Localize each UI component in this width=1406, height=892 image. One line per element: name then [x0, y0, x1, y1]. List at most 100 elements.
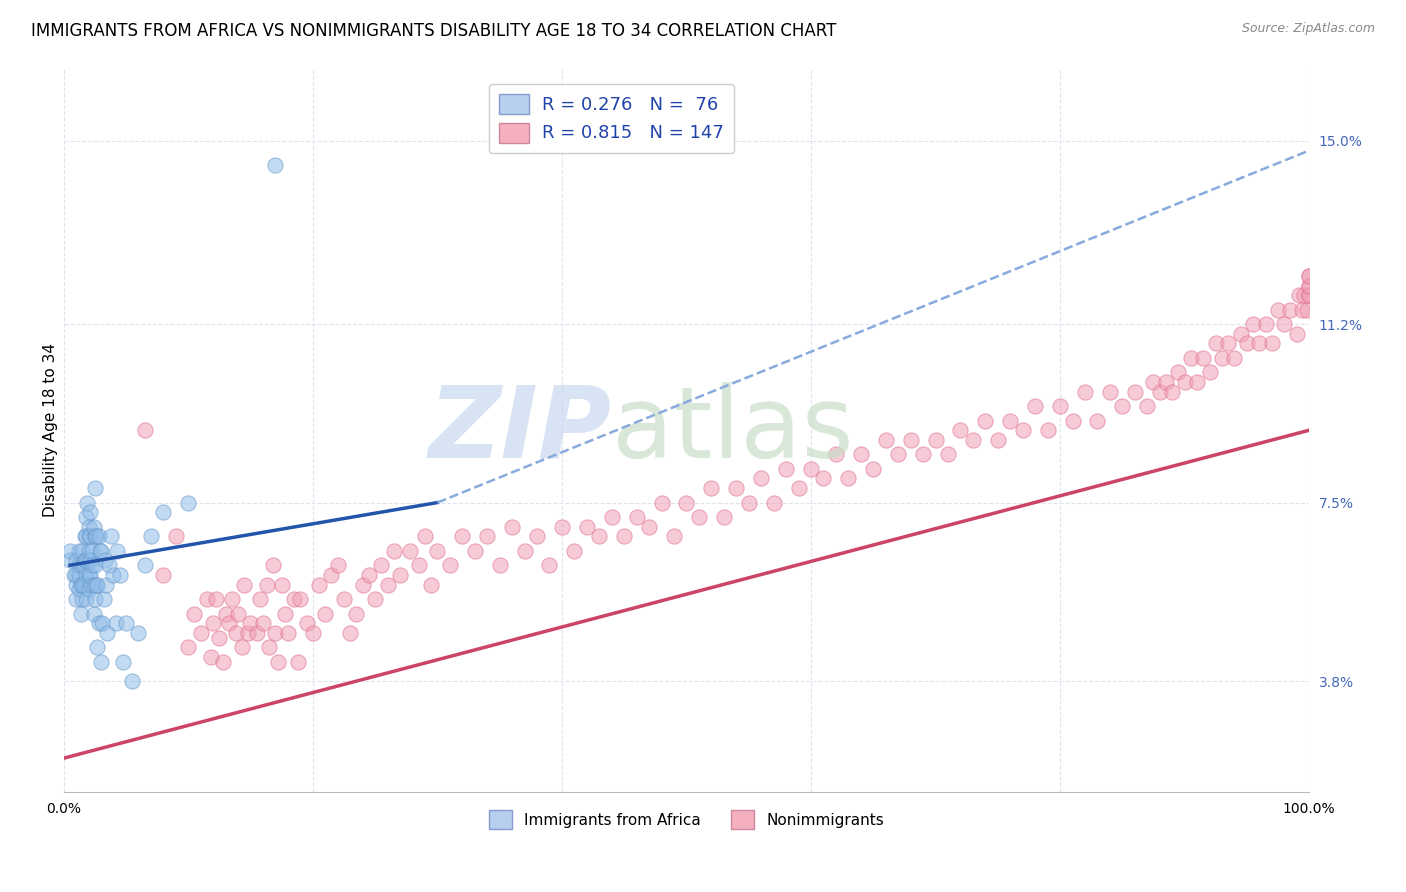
Point: [177, 640, 200, 655]
Point: [246, 625, 269, 640]
Point: [90, 544, 112, 558]
Point: [787, 481, 810, 495]
Point: [83, 607, 105, 621]
Point: [987, 433, 1010, 447]
Point: [94, 553, 117, 567]
Point: [426, 544, 449, 558]
Point: [551, 519, 574, 533]
Point: [1291, 302, 1313, 317]
Point: [1298, 268, 1320, 283]
Point: [1036, 423, 1059, 437]
Point: [1272, 317, 1295, 331]
Point: [75, 529, 97, 543]
Point: [83, 481, 105, 495]
Point: [1142, 375, 1164, 389]
Point: [77, 553, 100, 567]
Point: [104, 616, 127, 631]
Point: [1298, 288, 1320, 302]
Point: [72, 558, 94, 573]
Text: Source: ZipAtlas.com: Source: ZipAtlas.com: [1241, 22, 1375, 36]
Point: [887, 447, 910, 461]
Point: [233, 577, 256, 591]
Point: [800, 462, 823, 476]
Point: [1236, 336, 1258, 351]
Point: [212, 655, 235, 669]
Point: [84, 529, 107, 543]
Point: [79, 529, 101, 543]
Point: [1192, 351, 1215, 365]
Point: [75, 510, 97, 524]
Point: [749, 471, 772, 485]
Point: [924, 433, 946, 447]
Point: [86, 577, 108, 591]
Point: [105, 544, 128, 558]
Point: [626, 510, 648, 524]
Point: [1062, 414, 1084, 428]
Point: [65, 592, 87, 607]
Point: [283, 592, 305, 607]
Point: [91, 616, 114, 631]
Point: [875, 433, 897, 447]
Point: [87, 529, 110, 543]
Point: [464, 544, 486, 558]
Point: [72, 577, 94, 591]
Point: [73, 553, 96, 567]
Point: [1049, 399, 1071, 413]
Point: [862, 462, 884, 476]
Point: [204, 592, 226, 607]
Point: [134, 423, 156, 437]
Point: [825, 447, 848, 461]
Point: [72, 544, 94, 558]
Point: [152, 568, 174, 582]
Point: [1111, 399, 1133, 413]
Point: [613, 529, 636, 543]
Point: [100, 529, 122, 543]
Point: [333, 592, 356, 607]
Point: [1000, 414, 1022, 428]
Point: [1298, 288, 1320, 302]
Point: [72, 558, 94, 573]
Point: [775, 462, 797, 476]
Point: [83, 558, 105, 573]
Point: [439, 558, 461, 573]
Point: [451, 529, 474, 543]
Point: [83, 592, 105, 607]
Point: [165, 529, 187, 543]
Point: [562, 544, 585, 558]
Point: [221, 592, 243, 607]
Point: [67, 558, 90, 573]
Point: [108, 568, 131, 582]
Point: [501, 519, 523, 533]
Point: [277, 625, 299, 640]
Point: [1241, 317, 1264, 331]
Point: [1011, 423, 1033, 437]
Point: [80, 577, 103, 591]
Point: [67, 582, 90, 597]
Point: [1285, 326, 1308, 341]
Point: [226, 607, 249, 621]
Point: [321, 568, 343, 582]
Point: [700, 481, 723, 495]
Point: [675, 495, 697, 509]
Point: [93, 592, 115, 607]
Point: [1279, 302, 1302, 317]
Point: [837, 471, 859, 485]
Point: [290, 592, 312, 607]
Point: [134, 558, 156, 573]
Point: [308, 577, 330, 591]
Point: [377, 577, 399, 591]
Point: [208, 631, 231, 645]
Point: [82, 558, 104, 573]
Point: [225, 625, 247, 640]
Point: [1223, 351, 1246, 365]
Point: [214, 607, 236, 621]
Point: [97, 558, 120, 573]
Point: [388, 568, 411, 582]
Point: [83, 519, 105, 533]
Point: [252, 616, 274, 631]
Point: [488, 558, 510, 573]
Point: [65, 553, 87, 567]
Point: [382, 544, 405, 558]
Point: [239, 616, 262, 631]
Point: [67, 544, 90, 558]
